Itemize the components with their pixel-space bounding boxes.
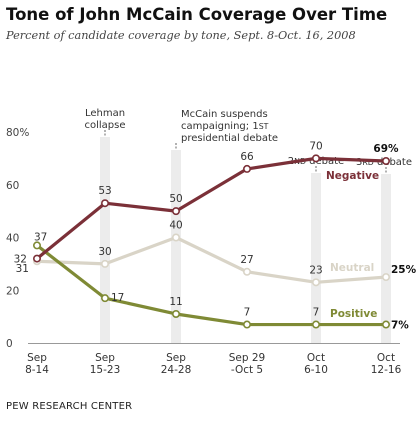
y-tick-label: 20 [6, 285, 19, 297]
event-band [381, 174, 391, 343]
data-point-positive [32, 241, 41, 250]
y-tick-label: 40 [6, 233, 19, 245]
x-tick-label: Sep 29 -Oct 5 [229, 352, 266, 376]
series-name-negative: Negative [326, 170, 379, 182]
series-name-positive: Positive [330, 308, 377, 320]
data-point-negative [172, 207, 181, 216]
y-tick-label: 80% [6, 127, 29, 139]
data-point-neutral [172, 233, 181, 242]
x-tick-label: Sep 15-23 [90, 352, 121, 376]
event-band [171, 150, 181, 343]
y-tick-label: 0 [6, 338, 13, 350]
data-label: 7% [391, 320, 409, 332]
chart-subtitle: Percent of candidate coverage by tone, S… [6, 29, 356, 42]
event-band [311, 173, 321, 343]
series-name-neutral: Neutral [330, 262, 374, 274]
data-label: 27 [240, 254, 253, 266]
data-point-negative [32, 254, 41, 263]
event-label: Lehman collapse [84, 108, 125, 131]
x-tick-label: Sep 24-28 [161, 352, 192, 376]
data-point-positive [243, 320, 252, 329]
event-label: McCain suspends campaigning; 1ST president… [181, 109, 278, 144]
data-label: 17 [111, 292, 124, 304]
series-line-negative [35, 156, 388, 261]
source-note: PEW RESEARCH CENTER [6, 401, 133, 412]
data-point-positive [101, 294, 110, 303]
x-tick-label: Oct 6-10 [304, 352, 328, 376]
data-label: 23 [309, 264, 322, 276]
x-tick-label: Oct 12-16 [371, 352, 402, 376]
data-point-neutral [381, 273, 390, 282]
data-point-neutral [101, 259, 110, 268]
data-point-negative [101, 199, 110, 208]
x-tick-label: Sep 8-14 [25, 352, 49, 376]
data-point-neutral [311, 278, 320, 287]
data-label: 30 [98, 246, 111, 258]
data-label: 11 [169, 296, 182, 308]
data-label: 25% [391, 264, 417, 276]
data-label: 7 [313, 307, 320, 319]
data-point-positive [381, 320, 390, 329]
data-label: 50 [169, 193, 182, 205]
data-label: 53 [98, 185, 111, 197]
data-point-negative [381, 157, 390, 166]
chart-title: Tone of John McCain Coverage Over Time [6, 5, 388, 24]
data-point-negative [243, 164, 252, 173]
data-point-positive [311, 320, 320, 329]
data-label: 7 [244, 307, 251, 319]
y-tick-label: 60 [6, 180, 19, 192]
data-label: 70 [309, 140, 322, 152]
data-point-negative [311, 154, 320, 163]
data-point-positive [172, 309, 181, 318]
data-label: 69% [373, 143, 399, 155]
data-label: 66 [240, 151, 254, 163]
data-label: 40 [169, 220, 182, 232]
data-label: 37 [34, 231, 47, 243]
data-point-neutral [243, 267, 252, 276]
data-label: 32 [14, 254, 27, 266]
data-label: 31 [16, 263, 29, 275]
series-line-neutral [35, 235, 388, 284]
series-line-positive [35, 243, 388, 327]
event-band [100, 137, 110, 343]
